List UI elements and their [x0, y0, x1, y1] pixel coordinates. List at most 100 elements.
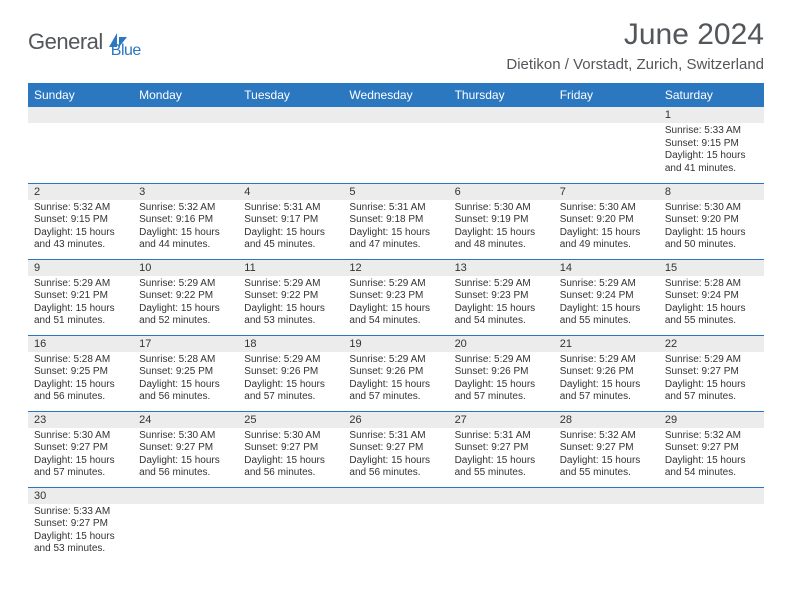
detail-line: Daylight: 15 hours and 56 minutes. — [139, 379, 232, 404]
day-number: 4 — [238, 184, 343, 200]
calendar-cell — [343, 107, 448, 183]
detail-line: Daylight: 15 hours and 41 minutes. — [665, 150, 758, 175]
detail-line: Daylight: 15 hours and 55 minutes. — [455, 455, 548, 480]
calendar-cell: 6Sunrise: 5:30 AMSunset: 9:19 PMDaylight… — [449, 183, 554, 259]
day-details: Sunrise: 5:30 AMSunset: 9:20 PMDaylight:… — [554, 200, 659, 256]
day-details: Sunrise: 5:29 AMSunset: 9:27 PMDaylight:… — [659, 352, 764, 408]
calendar-cell — [133, 487, 238, 563]
day-details: Sunrise: 5:31 AMSunset: 9:27 PMDaylight:… — [449, 428, 554, 484]
calendar-cell — [554, 107, 659, 183]
detail-line: Sunrise: 5:31 AM — [349, 430, 442, 443]
calendar-cell: 21Sunrise: 5:29 AMSunset: 9:26 PMDayligh… — [554, 335, 659, 411]
day-number: 26 — [343, 412, 448, 428]
detail-line: Daylight: 15 hours and 55 minutes. — [560, 455, 653, 480]
detail-line: Daylight: 15 hours and 54 minutes. — [349, 303, 442, 328]
day-details: Sunrise: 5:30 AMSunset: 9:27 PMDaylight:… — [133, 428, 238, 484]
location-text: Dietikon / Vorstadt, Zurich, Switzerland — [506, 56, 764, 73]
detail-line: Sunrise: 5:33 AM — [665, 125, 758, 138]
calendar-week-row: 16Sunrise: 5:28 AMSunset: 9:25 PMDayligh… — [28, 335, 764, 411]
day-number: 15 — [659, 260, 764, 276]
day-details: Sunrise: 5:29 AMSunset: 9:23 PMDaylight:… — [449, 276, 554, 332]
day-number — [554, 488, 659, 504]
calendar-cell — [449, 107, 554, 183]
day-number — [133, 107, 238, 123]
detail-line: Sunset: 9:15 PM — [34, 214, 127, 227]
calendar-body: 1Sunrise: 5:33 AMSunset: 9:15 PMDaylight… — [28, 107, 764, 563]
detail-line: Daylight: 15 hours and 56 minutes. — [34, 379, 127, 404]
detail-line: Daylight: 15 hours and 54 minutes. — [455, 303, 548, 328]
day-number: 22 — [659, 336, 764, 352]
detail-line: Sunrise: 5:33 AM — [34, 506, 127, 519]
calendar-cell: 22Sunrise: 5:29 AMSunset: 9:27 PMDayligh… — [659, 335, 764, 411]
calendar-cell: 20Sunrise: 5:29 AMSunset: 9:26 PMDayligh… — [449, 335, 554, 411]
weekday-header-row: Sunday Monday Tuesday Wednesday Thursday… — [28, 83, 764, 107]
day-details: Sunrise: 5:30 AMSunset: 9:27 PMDaylight:… — [238, 428, 343, 484]
day-number — [343, 488, 448, 504]
detail-line: Sunrise: 5:29 AM — [244, 354, 337, 367]
day-number: 20 — [449, 336, 554, 352]
detail-line: Sunset: 9:26 PM — [560, 366, 653, 379]
day-details: Sunrise: 5:29 AMSunset: 9:26 PMDaylight:… — [343, 352, 448, 408]
detail-line: Daylight: 15 hours and 57 minutes. — [244, 379, 337, 404]
detail-line: Sunset: 9:27 PM — [139, 442, 232, 455]
calendar-cell: 24Sunrise: 5:30 AMSunset: 9:27 PMDayligh… — [133, 411, 238, 487]
detail-line: Sunset: 9:27 PM — [244, 442, 337, 455]
detail-line: Sunrise: 5:32 AM — [139, 202, 232, 215]
detail-line: Daylight: 15 hours and 53 minutes. — [244, 303, 337, 328]
day-details: Sunrise: 5:29 AMSunset: 9:22 PMDaylight:… — [133, 276, 238, 332]
detail-line: Daylight: 15 hours and 48 minutes. — [455, 227, 548, 252]
weekday-saturday: Saturday — [659, 83, 764, 107]
calendar-cell — [238, 487, 343, 563]
day-number: 14 — [554, 260, 659, 276]
logo: General Blue — [28, 24, 141, 60]
day-details: Sunrise: 5:28 AMSunset: 9:24 PMDaylight:… — [659, 276, 764, 332]
detail-line: Daylight: 15 hours and 44 minutes. — [139, 227, 232, 252]
detail-line: Sunrise: 5:29 AM — [560, 354, 653, 367]
detail-line: Sunset: 9:25 PM — [139, 366, 232, 379]
detail-line: Sunrise: 5:28 AM — [139, 354, 232, 367]
day-details: Sunrise: 5:29 AMSunset: 9:23 PMDaylight:… — [343, 276, 448, 332]
detail-line: Daylight: 15 hours and 47 minutes. — [349, 227, 442, 252]
detail-line: Daylight: 15 hours and 54 minutes. — [665, 455, 758, 480]
detail-line: Sunrise: 5:29 AM — [34, 278, 127, 291]
day-number — [238, 488, 343, 504]
detail-line: Sunset: 9:19 PM — [455, 214, 548, 227]
day-number: 12 — [343, 260, 448, 276]
day-details: Sunrise: 5:29 AMSunset: 9:26 PMDaylight:… — [449, 352, 554, 408]
calendar-cell: 19Sunrise: 5:29 AMSunset: 9:26 PMDayligh… — [343, 335, 448, 411]
detail-line: Sunset: 9:18 PM — [349, 214, 442, 227]
calendar-cell: 10Sunrise: 5:29 AMSunset: 9:22 PMDayligh… — [133, 259, 238, 335]
calendar-cell: 3Sunrise: 5:32 AMSunset: 9:16 PMDaylight… — [133, 183, 238, 259]
detail-line: Sunrise: 5:30 AM — [34, 430, 127, 443]
calendar-cell: 26Sunrise: 5:31 AMSunset: 9:27 PMDayligh… — [343, 411, 448, 487]
weekday-thursday: Thursday — [449, 83, 554, 107]
detail-line: Sunset: 9:24 PM — [560, 290, 653, 303]
detail-line: Sunrise: 5:32 AM — [665, 430, 758, 443]
detail-line: Daylight: 15 hours and 56 minutes. — [349, 455, 442, 480]
detail-line: Sunset: 9:26 PM — [455, 366, 548, 379]
day-details: Sunrise: 5:31 AMSunset: 9:18 PMDaylight:… — [343, 200, 448, 256]
day-details: Sunrise: 5:30 AMSunset: 9:19 PMDaylight:… — [449, 200, 554, 256]
day-details: Sunrise: 5:28 AMSunset: 9:25 PMDaylight:… — [28, 352, 133, 408]
calendar-cell: 17Sunrise: 5:28 AMSunset: 9:25 PMDayligh… — [133, 335, 238, 411]
calendar-cell: 11Sunrise: 5:29 AMSunset: 9:22 PMDayligh… — [238, 259, 343, 335]
detail-line: Sunset: 9:23 PM — [455, 290, 548, 303]
day-details: Sunrise: 5:31 AMSunset: 9:27 PMDaylight:… — [343, 428, 448, 484]
logo-text-general: General — [28, 29, 103, 55]
weekday-monday: Monday — [133, 83, 238, 107]
detail-line: Daylight: 15 hours and 56 minutes. — [139, 455, 232, 480]
detail-line: Sunrise: 5:31 AM — [349, 202, 442, 215]
detail-line: Sunrise: 5:29 AM — [455, 278, 548, 291]
detail-line: Sunrise: 5:30 AM — [139, 430, 232, 443]
calendar-cell — [238, 107, 343, 183]
calendar-cell: 12Sunrise: 5:29 AMSunset: 9:23 PMDayligh… — [343, 259, 448, 335]
day-number: 7 — [554, 184, 659, 200]
day-number: 11 — [238, 260, 343, 276]
calendar-cell — [343, 487, 448, 563]
detail-line: Sunset: 9:17 PM — [244, 214, 337, 227]
day-number — [659, 488, 764, 504]
calendar-cell: 14Sunrise: 5:29 AMSunset: 9:24 PMDayligh… — [554, 259, 659, 335]
calendar-week-row: 2Sunrise: 5:32 AMSunset: 9:15 PMDaylight… — [28, 183, 764, 259]
detail-line: Sunset: 9:24 PM — [665, 290, 758, 303]
detail-line: Sunset: 9:27 PM — [34, 518, 127, 531]
